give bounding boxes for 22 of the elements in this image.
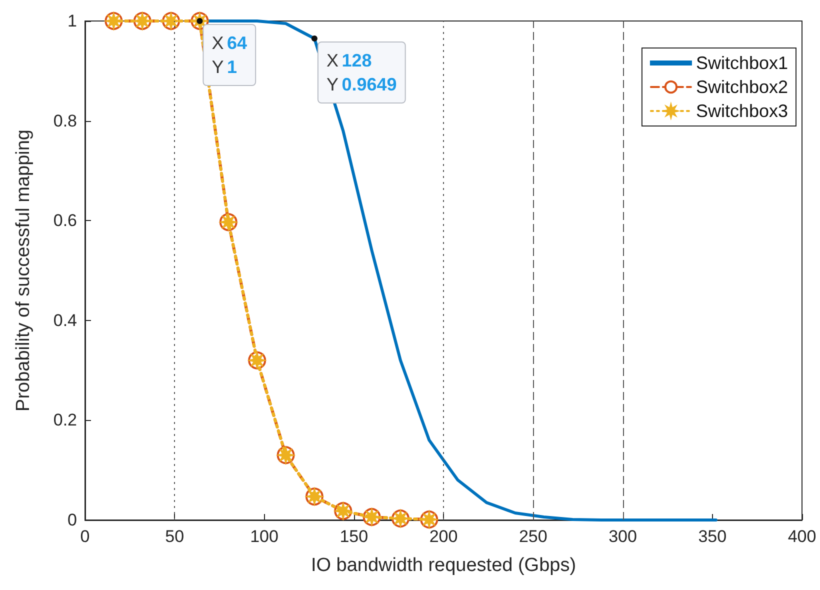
y-tick-label: 1 [68, 12, 77, 30]
annotation: X 64 Y 1 [212, 33, 248, 77]
x-axis-title: IO bandwidth requested (Gbps) [310, 555, 576, 576]
x-tick-label: 350 [698, 527, 727, 546]
legend-label: Switchbox1 [696, 53, 788, 73]
y-tick-label: 0.6 [53, 211, 77, 230]
y-tick-label: 0.2 [53, 410, 77, 430]
y-axis-title: Probability of successful mapping [13, 130, 34, 412]
x-tick-label: 250 [518, 527, 548, 546]
annotation: X 128 Y 0.9649 [326, 50, 397, 95]
x-tick-label: 300 [608, 527, 637, 546]
y-tick-label: 0.4 [53, 310, 77, 330]
y-tick-label: 0 [68, 510, 77, 530]
x-tick-label: 150 [340, 527, 368, 546]
legend-label: Switchbox3 [696, 101, 788, 121]
x-tick-label: 400 [788, 527, 816, 546]
legend-label: Switchbox2 [696, 77, 788, 97]
x-tick-label: 0 [80, 527, 90, 546]
y-tick-label: 0.8 [53, 111, 77, 130]
x-tick-label: 100 [250, 527, 278, 546]
x-tick-label: 50 [165, 527, 184, 546]
x-tick-label: 200 [429, 527, 458, 546]
